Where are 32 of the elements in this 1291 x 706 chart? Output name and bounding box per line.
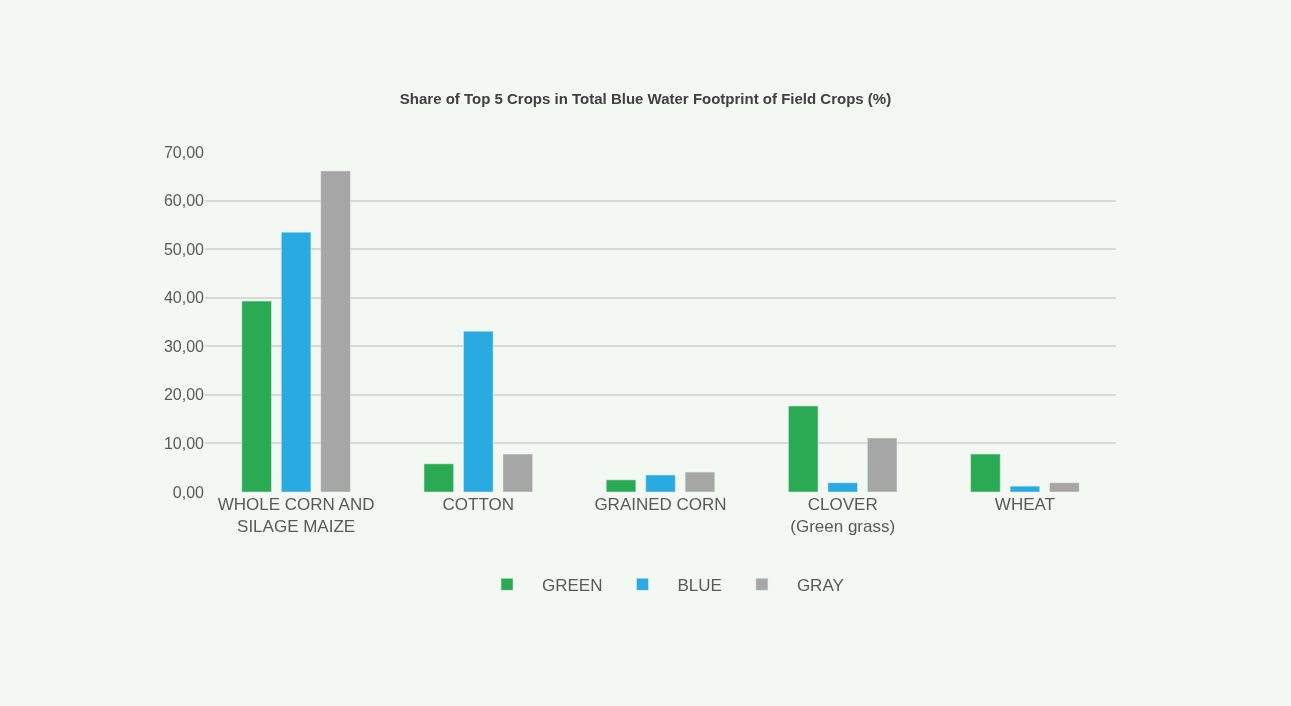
x-tick-label: COTTON: [442, 495, 515, 514]
x-tick-label: CLOVER (Green grass): [790, 495, 896, 537]
bar: [788, 405, 819, 492]
bar: [1009, 485, 1040, 492]
legend-label: GRAY: [796, 575, 844, 595]
bar: [502, 453, 533, 492]
y-tick-label: 50,00: [163, 240, 205, 258]
y-tick-label: 20,00: [163, 386, 205, 404]
y-tick-label: 10,00: [163, 435, 205, 453]
bar: [423, 463, 454, 492]
bar: [867, 437, 898, 492]
bar: [1049, 482, 1080, 492]
bar: [320, 170, 351, 492]
legend-label: BLUE: [677, 575, 722, 595]
bar: [827, 482, 858, 492]
bar: [241, 300, 272, 492]
y-tick-label: 40,00: [163, 289, 205, 307]
x-tick-label: WHEAT: [994, 495, 1055, 514]
chart-title: Share of Top 5 Crops in Total Blue Water Footprint of Field Crops (%): [399, 90, 892, 108]
bar: [281, 231, 312, 492]
bar: [970, 453, 1001, 492]
x-tick-label: GRAINED CORN: [594, 495, 727, 514]
y-tick-label: 30,00: [163, 337, 205, 355]
bar: [684, 471, 716, 492]
bar: [463, 330, 494, 492]
bar: [645, 474, 676, 492]
bar: [605, 479, 637, 492]
y-tick-label: 60,00: [163, 192, 205, 210]
y-tick-label: 0,00: [172, 483, 205, 501]
legend-label: GREEN: [542, 575, 603, 595]
x-tick-label: WHOLE CORN AND SILAGE MAIZE: [217, 495, 375, 537]
y-tick-label: 70,00: [163, 143, 205, 161]
